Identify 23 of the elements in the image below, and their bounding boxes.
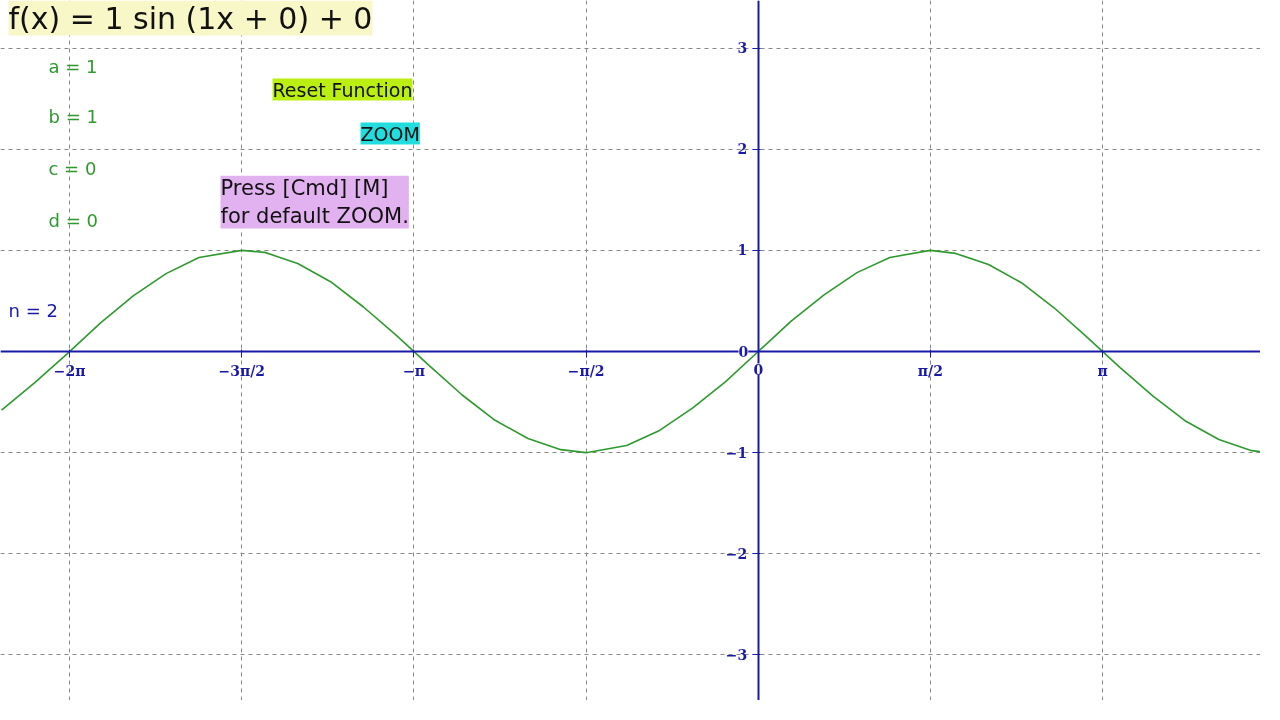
x-tick-label: −3π/2 <box>218 362 266 379</box>
x-tick-label: 0 <box>753 361 764 378</box>
y-tick-label: 3 <box>737 40 748 57</box>
x-tick-label: π/2 <box>917 362 943 379</box>
x-tick-label: π <box>1097 362 1108 379</box>
annotation: Press [Cmd] [M] for default ZOOM. <box>220 175 409 229</box>
annotation: b = 1 <box>48 105 98 127</box>
annotation: a = 1 <box>48 55 98 77</box>
y-tick-label: 1 <box>737 242 748 259</box>
annotation: n = 2 <box>8 299 58 321</box>
annotation: ZOOM <box>360 122 420 145</box>
x-tick-label: −π <box>402 362 425 379</box>
x-tick-label: −π/2 <box>567 362 605 379</box>
annotation: f(x) = 1 sin (1x + 0) + 0 <box>8 0 373 36</box>
annotation: d = 0 <box>48 209 98 231</box>
y-tick-label: −3 <box>725 646 748 663</box>
x-tick-label: −2π <box>53 362 86 379</box>
y-tick-label: 2 <box>737 141 748 158</box>
y-tick-label: 0 <box>738 344 749 361</box>
annotation: c = 0 <box>48 157 97 179</box>
y-tick-label: −2 <box>725 545 748 562</box>
annotation: Reset Function <box>272 78 413 101</box>
y-tick-label: −1 <box>725 444 748 461</box>
